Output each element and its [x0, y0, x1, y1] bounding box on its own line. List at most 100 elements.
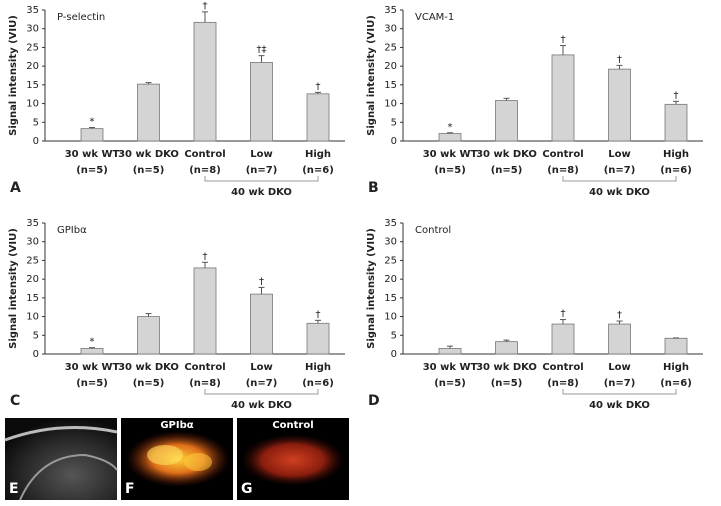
- y-tick-label: 20: [384, 274, 397, 285]
- x-tick-label: Control: [542, 362, 583, 373]
- y-tick-label: 25: [26, 255, 39, 266]
- y-tick-label: 20: [26, 61, 39, 72]
- y-tick-label: 5: [391, 117, 397, 128]
- x-tick-label: 30 wk DKO: [118, 362, 179, 373]
- y-tick-label: 15: [384, 80, 397, 91]
- sample-size: (n=7): [604, 378, 636, 389]
- x-tick-label: Control: [184, 362, 225, 373]
- y-axis-label: Signal intensity (VIU): [8, 15, 19, 136]
- chart-title: VCAM-1: [415, 12, 454, 23]
- sample-size: (n=8): [189, 378, 221, 389]
- y-tick-label: 0: [33, 136, 39, 147]
- y-tick-label: 10: [384, 312, 397, 323]
- group-bracket: [204, 176, 319, 182]
- y-tick-label: 25: [384, 255, 397, 266]
- sample-size: (n=5): [76, 165, 108, 176]
- group-label: 40 wk DKO: [589, 400, 650, 411]
- image-caption: GPIbα: [160, 420, 193, 431]
- y-tick-label: 10: [26, 99, 39, 110]
- sample-size: (n=5): [133, 165, 165, 176]
- sample-size: (n=5): [434, 378, 466, 389]
- y-tick-label: 30: [26, 24, 39, 35]
- y-tick-label: 0: [391, 136, 397, 147]
- x-tick-label: 30 wk WT: [65, 149, 120, 160]
- sample-size: (n=7): [604, 165, 636, 176]
- x-tick-label: High: [305, 362, 331, 373]
- y-tick-label: 30: [384, 24, 397, 35]
- y-axis-label: Signal intensity (VIU): [366, 15, 377, 136]
- x-tick-label: 30 wk WT: [423, 362, 478, 373]
- bar: [664, 337, 688, 355]
- chart-title: GPIbα: [57, 225, 87, 236]
- bar: [80, 128, 104, 142]
- bar: [608, 323, 631, 355]
- sample-size: (n=5): [76, 378, 108, 389]
- sample-size: (n=6): [660, 378, 692, 389]
- y-tick-label: 35: [384, 5, 397, 16]
- y-tick-label: 20: [384, 61, 397, 72]
- sample-size: (n=7): [246, 165, 278, 176]
- group-bracket: [204, 389, 319, 395]
- x-tick-label: 30 wk WT: [65, 362, 120, 373]
- y-tick-label: 10: [26, 312, 39, 323]
- group-label: 40 wk DKO: [231, 400, 292, 411]
- panel-letter: G: [241, 481, 253, 497]
- bar: [193, 267, 217, 355]
- y-tick-label: 35: [384, 218, 397, 229]
- x-tick-label: 30 wk DKO: [476, 362, 537, 373]
- group-bracket: [562, 176, 677, 182]
- sample-size: (n=7): [246, 378, 278, 389]
- significance-mark: †: [617, 54, 622, 65]
- y-tick-label: 5: [391, 330, 397, 341]
- x-tick-label: Low: [250, 149, 272, 160]
- bar: [306, 93, 330, 142]
- significance-mark: †: [316, 309, 321, 320]
- y-tick-label: 5: [33, 117, 39, 128]
- significance-mark: †: [203, 251, 208, 262]
- image-caption: Control: [272, 420, 313, 431]
- y-tick-label: 0: [391, 349, 397, 360]
- y-tick-label: 30: [384, 237, 397, 248]
- bar: [438, 347, 462, 355]
- bar: [250, 293, 273, 355]
- bar: [193, 21, 217, 142]
- bar: [306, 322, 330, 355]
- y-tick-label: 15: [26, 80, 39, 91]
- significance-mark: †: [674, 90, 679, 101]
- sample-size: (n=8): [547, 165, 579, 176]
- y-tick-label: 10: [384, 99, 397, 110]
- bar: [137, 316, 160, 355]
- y-axis-label: Signal intensity (VIU): [8, 228, 19, 349]
- y-tick-label: 15: [384, 293, 397, 304]
- bar: [438, 133, 462, 142]
- significance-mark: †: [561, 309, 566, 320]
- sample-size: (n=5): [133, 378, 165, 389]
- bar: [664, 103, 688, 142]
- significance-mark: †: [259, 276, 264, 287]
- significance-mark: †‡: [257, 45, 267, 56]
- bar: [495, 341, 518, 355]
- image-e: [4, 418, 118, 501]
- y-axis-label: Signal intensity (VIU): [366, 228, 377, 349]
- x-tick-label: 30 wk WT: [423, 149, 478, 160]
- bar: [250, 62, 273, 142]
- y-tick-label: 0: [33, 349, 39, 360]
- x-tick-label: Low: [608, 362, 630, 373]
- panel-letter: C: [10, 393, 20, 409]
- significance-mark: *: [90, 337, 95, 348]
- sample-size: (n=6): [660, 165, 692, 176]
- significance-mark: *: [448, 122, 453, 133]
- significance-mark: †: [316, 81, 321, 92]
- chart-title: Control: [415, 225, 451, 236]
- x-tick-label: Control: [184, 149, 225, 160]
- bar: [608, 68, 631, 142]
- panel-letter: F: [125, 481, 135, 497]
- image-f: [121, 418, 233, 500]
- sample-size: (n=5): [491, 378, 523, 389]
- panel-letter: A: [10, 180, 21, 196]
- image-g: [237, 418, 349, 500]
- group-bracket: [562, 389, 677, 395]
- x-tick-label: 30 wk DKO: [476, 149, 537, 160]
- sample-size: (n=5): [434, 165, 466, 176]
